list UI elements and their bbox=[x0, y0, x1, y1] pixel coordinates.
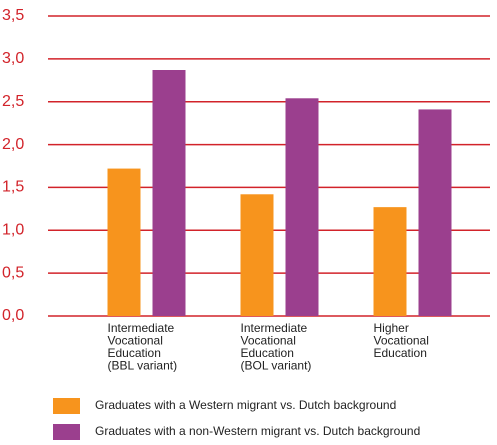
y-tick-label: 1,0 bbox=[2, 222, 24, 239]
bar bbox=[107, 168, 141, 316]
y-tick-label: 0,5 bbox=[2, 264, 24, 281]
y-tick-label: 3,5 bbox=[2, 7, 24, 24]
legend-label: Graduates with a non-Western migrant vs.… bbox=[95, 424, 420, 438]
bar bbox=[240, 194, 274, 316]
y-tick-label: 2,5 bbox=[2, 93, 24, 110]
y-tick-label: 2,0 bbox=[2, 136, 24, 153]
x-tick-label: Higher Vocational Education bbox=[374, 321, 429, 360]
x-tick-label: Intermediate Vocational Education (BBL vari… bbox=[108, 321, 178, 373]
bar bbox=[373, 207, 407, 316]
legend-swatch bbox=[53, 398, 80, 414]
bar bbox=[285, 98, 319, 317]
y-tick-label: 0,0 bbox=[2, 307, 24, 324]
bar bbox=[418, 109, 452, 316]
x-tick-label: Intermediate Vocational Education (BOL vari… bbox=[241, 321, 312, 373]
y-tick-label: 3,0 bbox=[2, 50, 24, 67]
y-tick-label: 1,5 bbox=[2, 179, 24, 196]
legend-label: Graduates with a Western migrant vs. Dut… bbox=[95, 398, 396, 412]
bar bbox=[152, 70, 186, 316]
legend-swatch bbox=[53, 424, 80, 440]
